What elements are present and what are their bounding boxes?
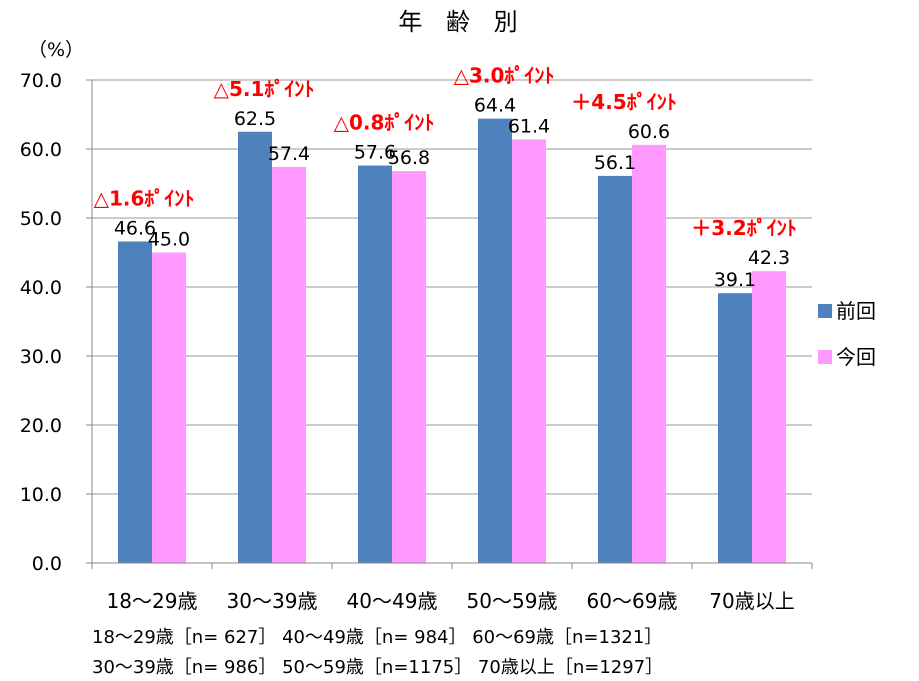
gridlines xyxy=(92,79,812,495)
labels: 0.0 10.0 20.0 30.0 40.0 50.0 60.0 70.0 46.645.0 1… xyxy=(20,64,876,613)
axes xyxy=(86,79,813,569)
data-label: 39.1 xyxy=(714,269,756,291)
bar-previous xyxy=(718,293,752,563)
change-annotation: △3.0ﾎﾟｲﾝﾄ xyxy=(454,64,555,88)
data-label: 57.4 xyxy=(268,143,310,165)
bar-current xyxy=(752,271,786,563)
data-label: 56.8 xyxy=(388,147,430,169)
bar-current xyxy=(272,166,306,563)
bar-previous xyxy=(118,241,152,563)
legend-label: 前回 xyxy=(836,299,876,323)
change-annotation: △1.6ﾎﾟｲﾝﾄ xyxy=(94,186,195,210)
data-label: 62.5 xyxy=(234,108,276,130)
y-tick-label: 20.0 xyxy=(20,415,62,437)
data-label: 60.6 xyxy=(628,121,670,143)
x-tick-label: 50〜59歳 xyxy=(467,589,558,613)
data-label: 64.4 xyxy=(474,95,516,117)
y-tick-label: 30.0 xyxy=(20,346,62,368)
data-label: 56.1 xyxy=(594,152,636,174)
y-tick-label: 40.0 xyxy=(20,277,62,299)
y-axis-unit: （%） xyxy=(28,39,84,61)
legend-swatch xyxy=(818,350,832,364)
change-annotation: △5.1ﾎﾟｲﾝﾄ xyxy=(214,77,315,101)
bar-previous xyxy=(238,131,272,563)
bar-previous xyxy=(598,175,632,563)
bar-current xyxy=(152,252,186,563)
x-tick-label: 18〜29歳 xyxy=(107,589,198,613)
y-tick-label: 60.0 xyxy=(20,139,62,161)
data-label: 42.3 xyxy=(748,247,790,269)
change-annotation: ＋4.5ﾎﾟｲﾝﾄ xyxy=(571,90,676,114)
x-tick-label: 40〜49歳 xyxy=(347,589,438,613)
bar-current xyxy=(392,171,426,563)
legend-swatch xyxy=(818,304,832,318)
y-tick-label: 10.0 xyxy=(20,484,62,506)
bar-previous xyxy=(358,165,392,563)
bar-previous xyxy=(478,118,512,563)
data-label: 57.6 xyxy=(354,142,396,164)
legend-label: 今回 xyxy=(836,345,876,369)
y-tick-label: 50.0 xyxy=(20,208,62,230)
data-label: 46.6 xyxy=(114,217,156,239)
x-tick-label: 70歳以上 xyxy=(709,589,794,613)
bar-current xyxy=(512,139,546,563)
change-annotation: △0.8ﾎﾟｲﾝﾄ xyxy=(334,111,435,135)
sample-size-note-line2: 30〜39歳［n= 986］ 50〜59歳［n=1175］ 70歳以上［n=12… xyxy=(92,657,663,678)
x-tick-label: 30〜39歳 xyxy=(227,589,318,613)
chart-title: 年 齢 別 xyxy=(398,8,525,36)
x-tick-label: 60〜69歳 xyxy=(587,589,678,613)
data-label: 45.0 xyxy=(148,229,190,251)
data-label: 61.4 xyxy=(508,115,550,137)
bars xyxy=(118,118,786,564)
bar-current xyxy=(632,144,666,564)
change-annotation: ＋3.2ﾎﾟｲﾝﾄ xyxy=(691,216,796,240)
sample-size-note-line1: 18〜29歳［n= 627］ 40〜49歳［n= 984］ 60〜69歳［n=1… xyxy=(92,627,662,648)
y-tick-label: 70.0 xyxy=(20,70,62,92)
y-tick-label: 0.0 xyxy=(32,553,62,575)
